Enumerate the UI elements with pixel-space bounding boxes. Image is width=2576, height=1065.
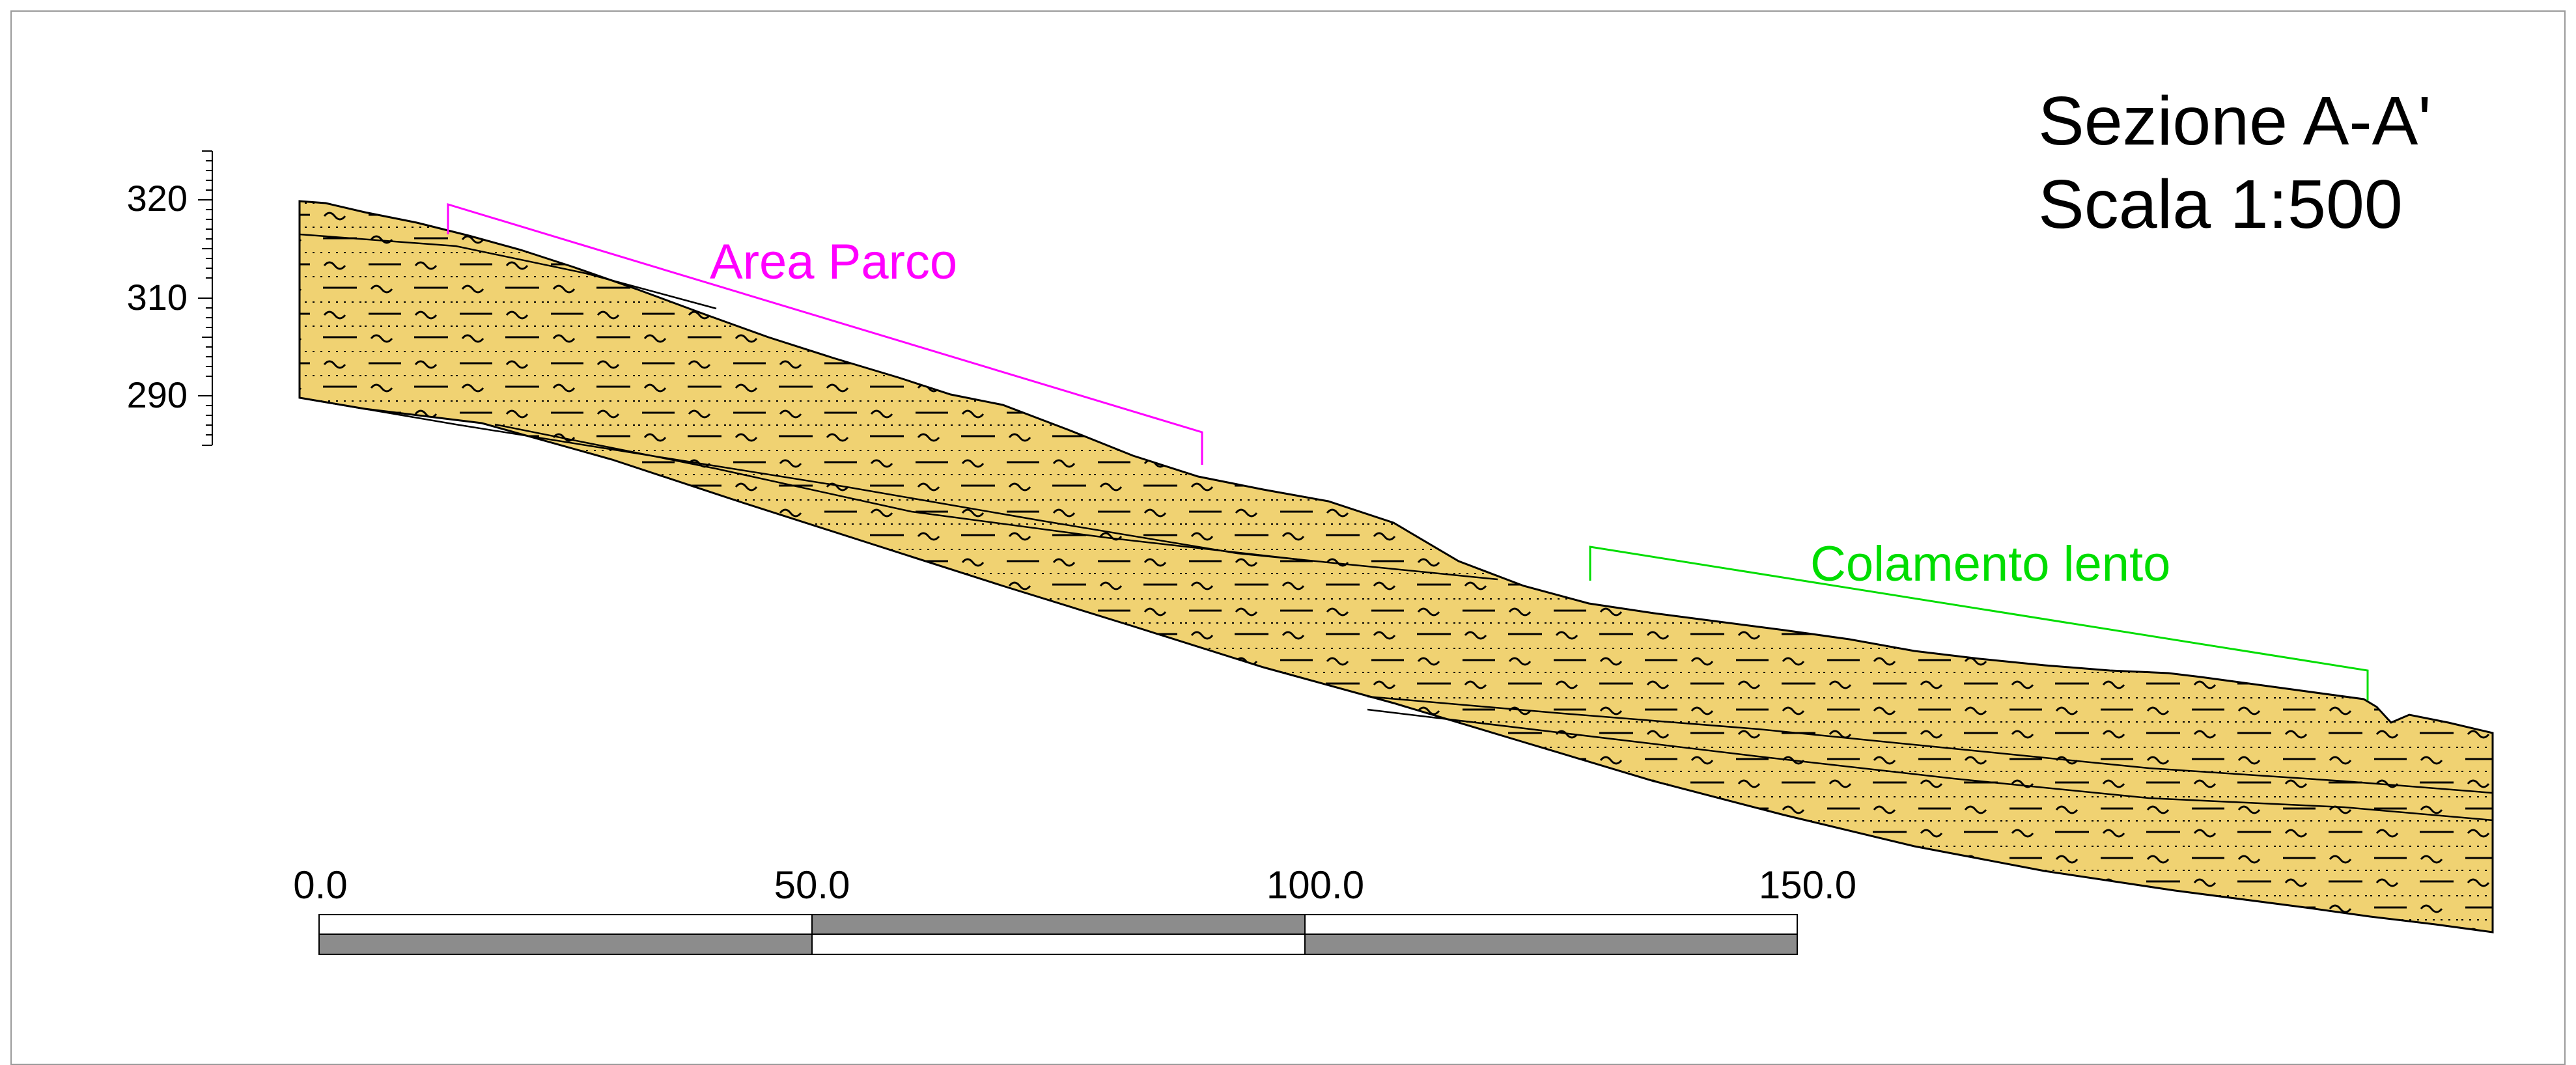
- scale-bar-segment-1-bottom: [318, 934, 813, 955]
- scale-bar-segment-1-top: [318, 914, 813, 935]
- colamento-lento-label: Colamento lento: [1810, 536, 2170, 592]
- layer-boundary-3: [494, 423, 1303, 561]
- scale-bar: [318, 914, 1798, 955]
- scale-bar-segment-3-bottom: [1304, 934, 1798, 955]
- area-parco-label: Area Parco: [710, 234, 957, 290]
- scale-bar-segment-2-bottom: [811, 934, 1306, 955]
- elevation-label-320: 320: [127, 178, 188, 219]
- elevation-label-290: 290: [127, 374, 188, 415]
- scale-bar-segment-3-top: [1304, 914, 1798, 935]
- elevation-axis: [198, 150, 213, 446]
- layer-boundary-5: [1367, 708, 2493, 822]
- scale-title: Scala 1:500: [2038, 166, 2403, 243]
- scale-label-150: 150.0: [1759, 863, 1856, 907]
- scale-label-0: 0.0: [293, 863, 347, 907]
- layer-boundary-4: [1367, 695, 2493, 794]
- colamento-lento-outline: [1589, 546, 2369, 700]
- scale-label-100: 100.0: [1267, 863, 1364, 907]
- area-parco-outline: [447, 202, 1203, 465]
- scale-bar-segment-2-top: [811, 914, 1306, 935]
- layer-boundary-1: [299, 233, 717, 310]
- scale-label-50: 50.0: [774, 863, 850, 907]
- section-title: Sezione A-A': [2038, 83, 2431, 159]
- layer-boundary-2: [299, 396, 1498, 581]
- elevation-label-310: 310: [127, 277, 188, 318]
